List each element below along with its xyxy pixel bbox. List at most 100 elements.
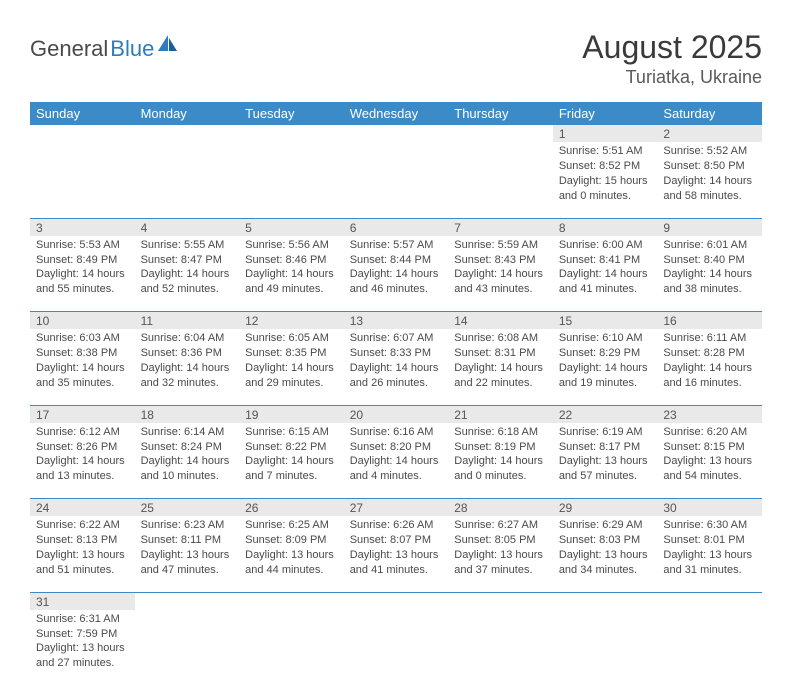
day-cell <box>448 142 553 218</box>
day-content: Sunrise: 6:20 AMSunset: 8:15 PMDaylight:… <box>657 423 762 488</box>
sunset-text: Sunset: 8:05 PM <box>454 533 547 548</box>
daylight-line1: Daylight: 14 hours <box>454 267 547 282</box>
day-content: Sunrise: 5:53 AMSunset: 8:49 PMDaylight:… <box>30 236 135 301</box>
day-content: Sunrise: 6:25 AMSunset: 8:09 PMDaylight:… <box>239 516 344 581</box>
day-number-cell: 10 <box>30 312 135 330</box>
day-number-cell: 12 <box>239 312 344 330</box>
daylight-line1: Daylight: 14 hours <box>559 267 652 282</box>
day-content: Sunrise: 5:55 AMSunset: 8:47 PMDaylight:… <box>135 236 240 301</box>
sunset-text: Sunset: 8:31 PM <box>454 346 547 361</box>
day-content: Sunrise: 6:05 AMSunset: 8:35 PMDaylight:… <box>239 329 344 394</box>
day-number-cell: 3 <box>30 218 135 236</box>
page-title: August 2025 <box>582 30 762 65</box>
daylight-line1: Daylight: 14 hours <box>454 361 547 376</box>
day-cell: Sunrise: 5:52 AMSunset: 8:50 PMDaylight:… <box>657 142 762 218</box>
day-cell: Sunrise: 6:00 AMSunset: 8:41 PMDaylight:… <box>553 236 658 312</box>
day-number-cell: 31 <box>30 592 135 610</box>
sunset-text: Sunset: 8:15 PM <box>663 440 756 455</box>
day-number-cell: 16 <box>657 312 762 330</box>
sunset-text: Sunset: 8:44 PM <box>350 253 443 268</box>
daynum-row: 3456789 <box>30 218 762 236</box>
day-content: Sunrise: 5:59 AMSunset: 8:43 PMDaylight:… <box>448 236 553 301</box>
day-cell: Sunrise: 6:18 AMSunset: 8:19 PMDaylight:… <box>448 423 553 499</box>
day-header: Sunday <box>30 102 135 125</box>
daylight-line1: Daylight: 14 hours <box>559 361 652 376</box>
sunset-text: Sunset: 8:43 PM <box>454 253 547 268</box>
day-number-cell: 17 <box>30 405 135 423</box>
day-number-cell: 7 <box>448 218 553 236</box>
daylight-line1: Daylight: 14 hours <box>350 454 443 469</box>
sunset-text: Sunset: 8:28 PM <box>663 346 756 361</box>
daylight-line2: and 49 minutes. <box>245 282 338 297</box>
day-content: Sunrise: 5:51 AMSunset: 8:52 PMDaylight:… <box>553 142 658 207</box>
daylight-line1: Daylight: 14 hours <box>663 174 756 189</box>
day-cell <box>657 610 762 686</box>
day-cell: Sunrise: 6:07 AMSunset: 8:33 PMDaylight:… <box>344 329 449 405</box>
daylight-line2: and 44 minutes. <box>245 563 338 578</box>
sunrise-text: Sunrise: 6:31 AM <box>36 612 129 627</box>
day-cell: Sunrise: 5:57 AMSunset: 8:44 PMDaylight:… <box>344 236 449 312</box>
day-number-cell: 28 <box>448 499 553 517</box>
day-cell <box>344 610 449 686</box>
day-content: Sunrise: 6:14 AMSunset: 8:24 PMDaylight:… <box>135 423 240 488</box>
sunrise-text: Sunrise: 6:23 AM <box>141 518 234 533</box>
sunrise-text: Sunrise: 5:56 AM <box>245 238 338 253</box>
week-row: Sunrise: 5:51 AMSunset: 8:52 PMDaylight:… <box>30 142 762 218</box>
sunset-text: Sunset: 8:01 PM <box>663 533 756 548</box>
day-number-cell: 5 <box>239 218 344 236</box>
sunrise-text: Sunrise: 6:22 AM <box>36 518 129 533</box>
day-cell: Sunrise: 6:31 AMSunset: 7:59 PMDaylight:… <box>30 610 135 686</box>
day-number-cell: 22 <box>553 405 658 423</box>
logo-text-general: General <box>30 36 108 62</box>
day-number-cell: 4 <box>135 218 240 236</box>
sunset-text: Sunset: 8:11 PM <box>141 533 234 548</box>
day-content: Sunrise: 6:19 AMSunset: 8:17 PMDaylight:… <box>553 423 658 488</box>
day-number-cell: 20 <box>344 405 449 423</box>
day-number-cell: 19 <box>239 405 344 423</box>
sail-icon <box>157 34 179 57</box>
day-cell: Sunrise: 5:51 AMSunset: 8:52 PMDaylight:… <box>553 142 658 218</box>
day-cell: Sunrise: 6:08 AMSunset: 8:31 PMDaylight:… <box>448 329 553 405</box>
sunset-text: Sunset: 8:24 PM <box>141 440 234 455</box>
day-number-cell: 27 <box>344 499 449 517</box>
sunset-text: Sunset: 8:50 PM <box>663 159 756 174</box>
daylight-line2: and 37 minutes. <box>454 563 547 578</box>
daylight-line2: and 54 minutes. <box>663 469 756 484</box>
day-header: Monday <box>135 102 240 125</box>
day-number-cell: 18 <box>135 405 240 423</box>
daylight-line2: and 29 minutes. <box>245 376 338 391</box>
daylight-line1: Daylight: 14 hours <box>350 267 443 282</box>
day-number-cell <box>344 125 449 142</box>
day-number-cell: 1 <box>553 125 658 142</box>
sunrise-text: Sunrise: 6:20 AM <box>663 425 756 440</box>
daylight-line2: and 32 minutes. <box>141 376 234 391</box>
daylight-line2: and 13 minutes. <box>36 469 129 484</box>
sunset-text: Sunset: 8:33 PM <box>350 346 443 361</box>
day-cell <box>553 610 658 686</box>
daylight-line2: and 38 minutes. <box>663 282 756 297</box>
day-cell: Sunrise: 5:55 AMSunset: 8:47 PMDaylight:… <box>135 236 240 312</box>
daylight-line1: Daylight: 13 hours <box>559 454 652 469</box>
day-content: Sunrise: 5:56 AMSunset: 8:46 PMDaylight:… <box>239 236 344 301</box>
day-number-cell <box>344 592 449 610</box>
day-content: Sunrise: 6:16 AMSunset: 8:20 PMDaylight:… <box>344 423 449 488</box>
daylight-line1: Daylight: 14 hours <box>663 267 756 282</box>
sunset-text: Sunset: 8:40 PM <box>663 253 756 268</box>
day-number-cell: 2 <box>657 125 762 142</box>
logo-text-blue: Blue <box>110 36 154 62</box>
week-row: Sunrise: 6:12 AMSunset: 8:26 PMDaylight:… <box>30 423 762 499</box>
week-row: Sunrise: 5:53 AMSunset: 8:49 PMDaylight:… <box>30 236 762 312</box>
sunset-text: Sunset: 8:41 PM <box>559 253 652 268</box>
daylight-line1: Daylight: 13 hours <box>663 548 756 563</box>
header: GeneralBlue August 2025 Turiatka, Ukrain… <box>30 30 762 88</box>
day-cell: Sunrise: 6:14 AMSunset: 8:24 PMDaylight:… <box>135 423 240 499</box>
daylight-line1: Daylight: 14 hours <box>141 361 234 376</box>
sunset-text: Sunset: 8:17 PM <box>559 440 652 455</box>
daylight-line2: and 31 minutes. <box>663 563 756 578</box>
sunrise-text: Sunrise: 6:30 AM <box>663 518 756 533</box>
sunset-text: Sunset: 8:29 PM <box>559 346 652 361</box>
day-content: Sunrise: 6:03 AMSunset: 8:38 PMDaylight:… <box>30 329 135 394</box>
sunrise-text: Sunrise: 6:19 AM <box>559 425 652 440</box>
day-cell <box>135 610 240 686</box>
day-header: Saturday <box>657 102 762 125</box>
